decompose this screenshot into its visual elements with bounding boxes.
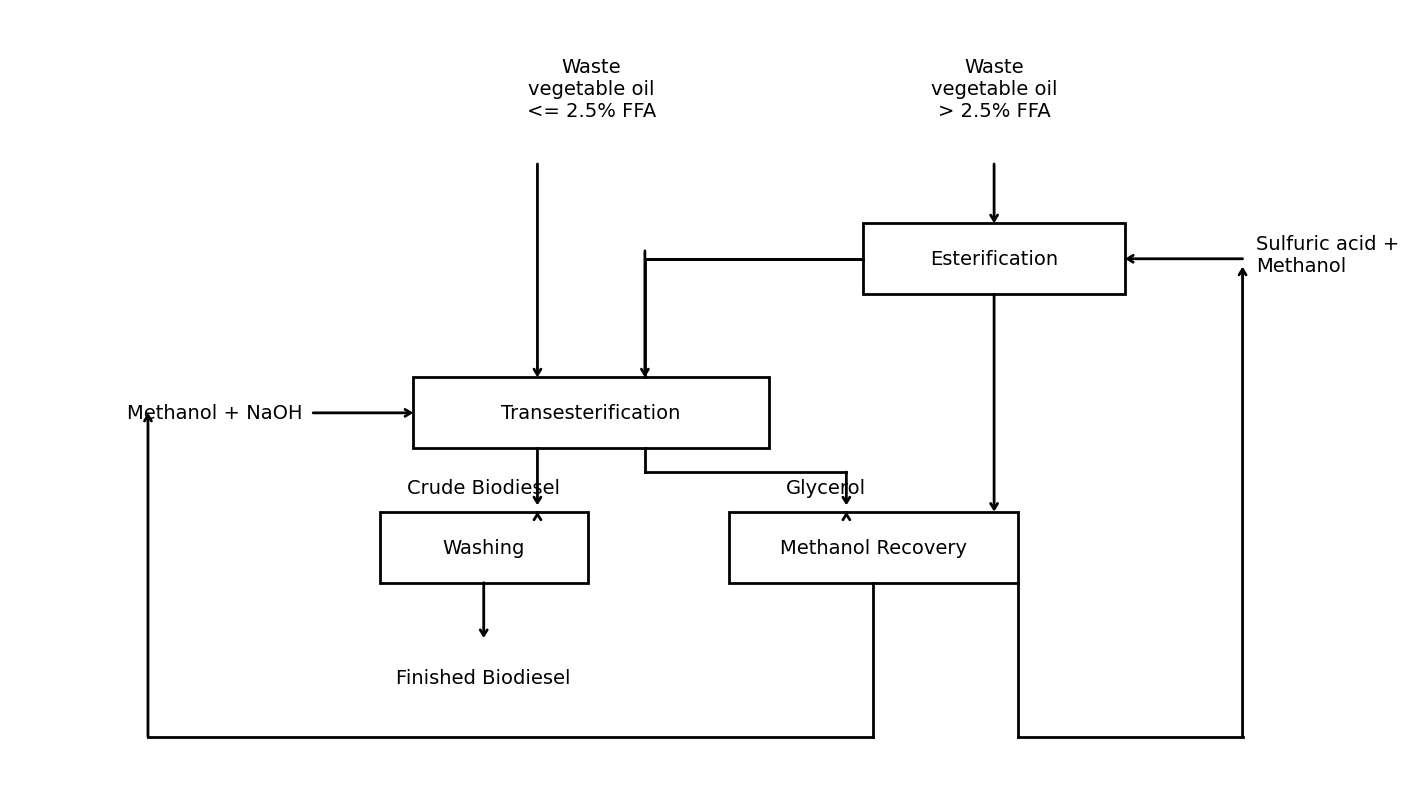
Text: Methanol Recovery: Methanol Recovery — [780, 538, 966, 557]
FancyBboxPatch shape — [864, 224, 1126, 295]
Text: Waste
vegetable oil
> 2.5% FFA: Waste vegetable oil > 2.5% FFA — [931, 59, 1057, 121]
Text: Crude Biodiesel: Crude Biodiesel — [407, 479, 561, 498]
Text: Sulfuric acid +
Methanol: Sulfuric acid + Methanol — [1257, 235, 1399, 276]
Text: Finished Biodiesel: Finished Biodiesel — [397, 668, 571, 687]
Text: Esterification: Esterification — [931, 250, 1059, 269]
Text: Washing: Washing — [443, 538, 525, 557]
Text: Transesterification: Transesterification — [501, 404, 680, 423]
Text: Glycerol: Glycerol — [785, 479, 867, 498]
FancyBboxPatch shape — [380, 512, 588, 583]
FancyBboxPatch shape — [729, 512, 1017, 583]
Text: Methanol + NaOH: Methanol + NaOH — [127, 404, 303, 423]
Text: Waste
vegetable oil
<= 2.5% FFA: Waste vegetable oil <= 2.5% FFA — [527, 59, 656, 121]
FancyBboxPatch shape — [413, 378, 768, 449]
